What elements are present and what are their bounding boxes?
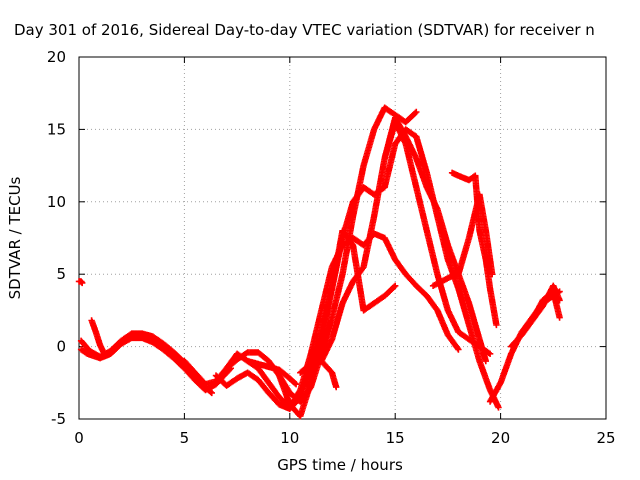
data-points xyxy=(75,104,563,420)
data-point xyxy=(412,109,419,117)
y-axis-label: SDTVAR / TECUs xyxy=(6,176,24,299)
data-series xyxy=(529,288,563,324)
data-point xyxy=(292,381,300,388)
x-tick-label: 20 xyxy=(491,429,510,447)
data-point xyxy=(455,346,462,353)
data-point xyxy=(79,279,86,287)
data-point xyxy=(333,383,340,391)
data-series xyxy=(181,104,420,405)
y-tick-label: 0 xyxy=(56,338,66,356)
y-tick-label: 10 xyxy=(47,193,66,211)
data-point xyxy=(493,321,500,329)
x-axis-label: GPS time / hours xyxy=(277,456,403,474)
data-series xyxy=(429,191,496,289)
y-tick-label: 20 xyxy=(47,48,66,66)
data-point xyxy=(413,108,420,116)
data-point xyxy=(495,404,502,411)
chart-title: Day 301 of 2016, Sidereal Day-to-day VTE… xyxy=(14,21,595,39)
axis-ticks: 0 5 10 15 20 25 -5 0 5 10 15 20 xyxy=(47,48,616,447)
data-point xyxy=(482,357,489,365)
data-point xyxy=(556,314,563,321)
data-point xyxy=(101,350,108,357)
data-point xyxy=(291,380,299,387)
data-series xyxy=(75,278,86,287)
data-point xyxy=(392,282,399,289)
data-series xyxy=(244,357,300,388)
data-series xyxy=(381,114,489,365)
data-point xyxy=(486,350,494,357)
x-tick-label: 25 xyxy=(596,429,615,447)
data-point xyxy=(390,283,398,290)
y-tick-label: 5 xyxy=(56,265,66,283)
x-tick-label: 10 xyxy=(280,429,299,447)
data-point xyxy=(207,388,214,396)
x-tick-label: 0 xyxy=(74,429,84,447)
data-series xyxy=(88,317,108,357)
data-point xyxy=(208,389,215,397)
x-tick-label: 5 xyxy=(180,429,190,447)
data-series xyxy=(318,119,494,365)
x-tick-label: 15 xyxy=(386,429,405,447)
plot-frame xyxy=(78,56,607,420)
data-series xyxy=(448,169,500,329)
y-tick-label: 15 xyxy=(47,120,66,138)
y-tick-label: -5 xyxy=(51,410,66,428)
